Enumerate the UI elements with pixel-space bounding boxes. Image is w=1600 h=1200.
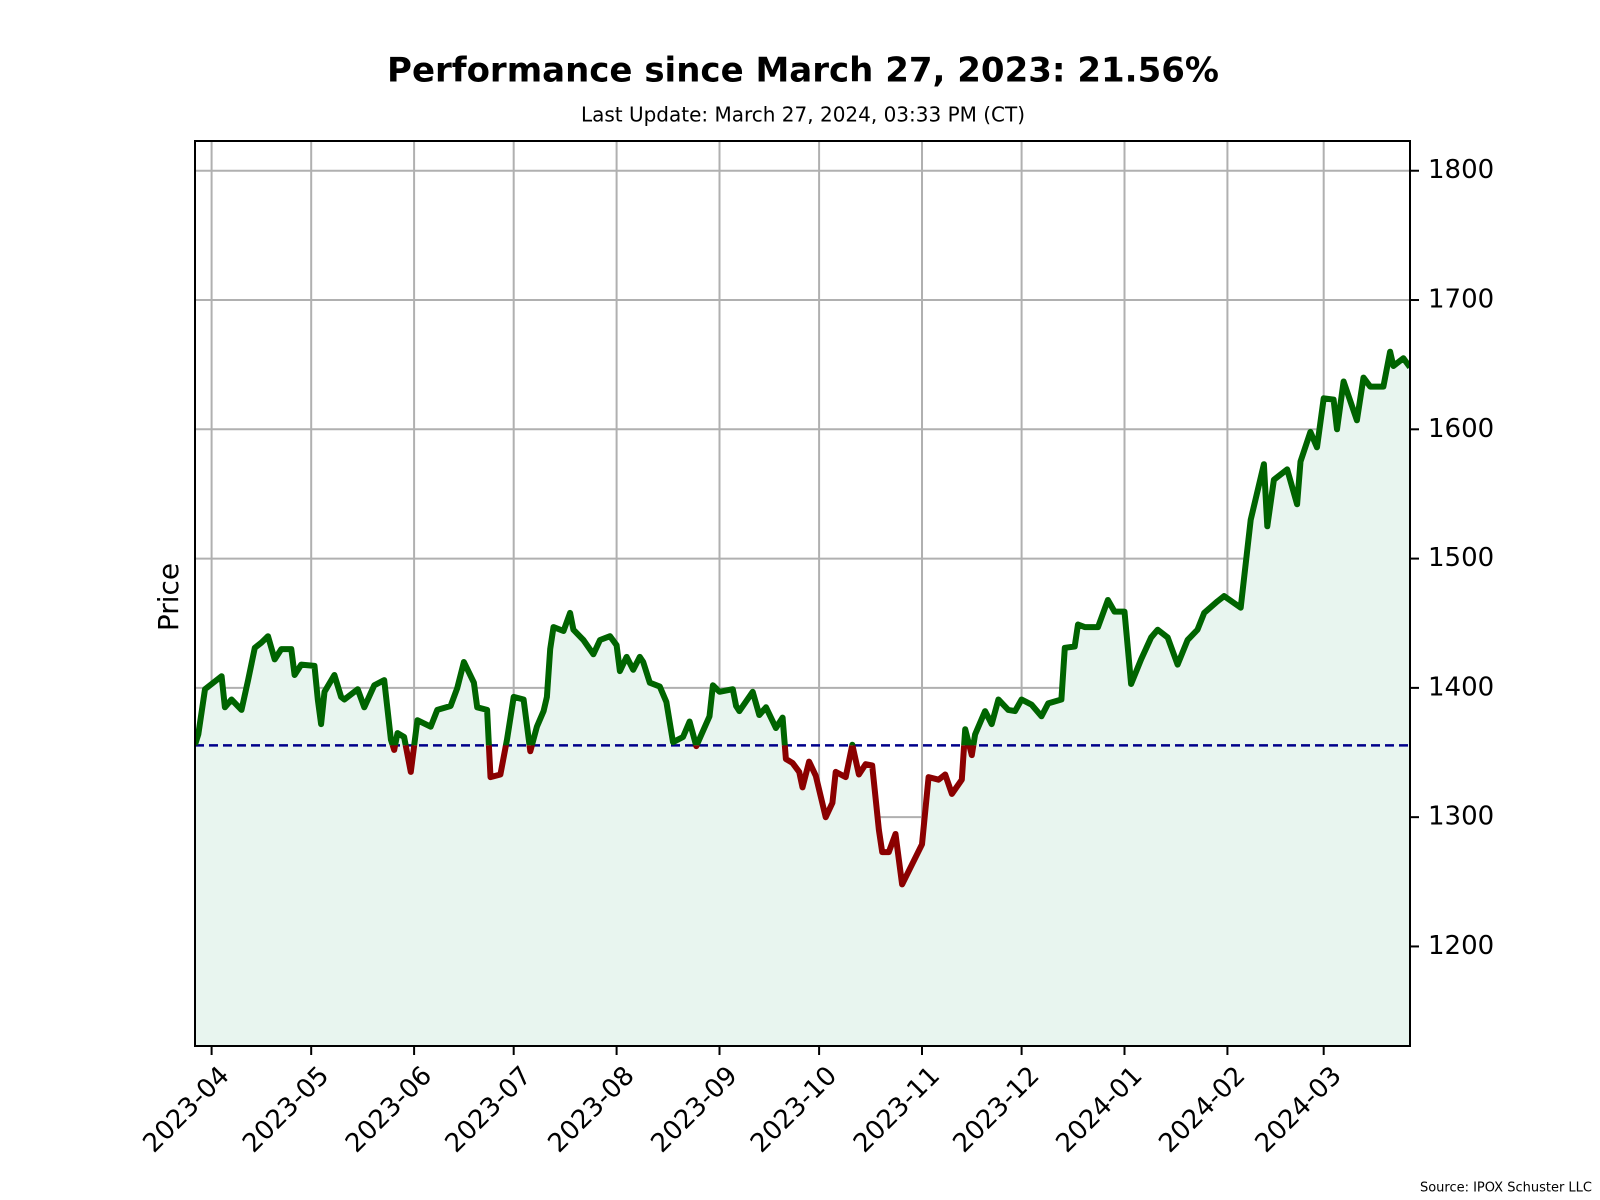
x-tick-label: 2024-01: [1050, 1061, 1148, 1159]
x-tick-label: 2023-06: [340, 1061, 438, 1159]
x-tick-label: 2024-03: [1250, 1061, 1348, 1159]
plot-frame: [194, 140, 1411, 1047]
x-tick-label: 2023-11: [848, 1061, 946, 1159]
y-axis-label: Price: [152, 563, 185, 631]
price-line-above: [195, 348, 1410, 746]
y-tick-label: 1500: [1428, 543, 1494, 573]
chart-subtitle: Last Update: March 27, 2024, 03:33 PM (C…: [581, 103, 1025, 127]
area: [195, 351, 1410, 1046]
x-tick-label: 2023-05: [237, 1061, 335, 1159]
y-tick-label: 1800: [1428, 155, 1494, 185]
x-tick-label: 2023-10: [745, 1061, 843, 1159]
x-tick-label: 2023-07: [440, 1061, 538, 1159]
y-tick-label: 1600: [1428, 414, 1494, 444]
y-tick-label: 1400: [1428, 672, 1494, 702]
x-tick-label: 2023-09: [645, 1061, 743, 1159]
x-tick-label: 2023-04: [138, 1061, 236, 1159]
x-tick-label: 2024-02: [1153, 1061, 1251, 1159]
y-tick-label: 1300: [1428, 802, 1494, 832]
x-tick-label: 2023-12: [948, 1061, 1046, 1159]
source-note: Source: IPOX Schuster LLC: [1420, 1181, 1592, 1196]
chart-title: Performance since March 27, 2023: 21.56%: [387, 51, 1219, 91]
x-tick-label: 2023-08: [543, 1061, 641, 1159]
y-tick-label: 1700: [1428, 285, 1494, 315]
y-tick-label: 1200: [1428, 931, 1494, 961]
